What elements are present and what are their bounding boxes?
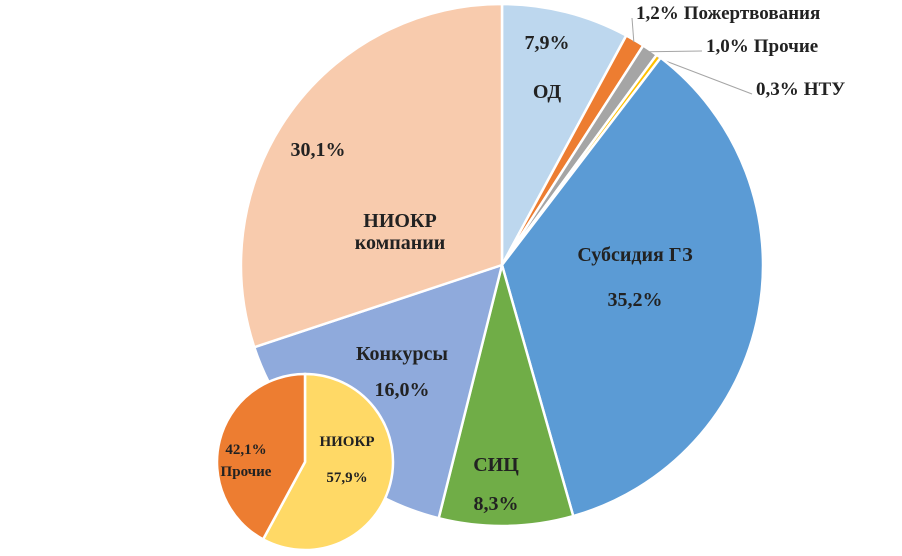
- pie-slice: [500, 2, 628, 266]
- slice-label: 1,0% Прочие: [706, 36, 818, 58]
- category-label: НТУ: [803, 79, 846, 100]
- slice-label: 0,3% НТУ: [756, 79, 845, 101]
- value-label: 57,9%: [326, 469, 368, 486]
- value-label: 42,1%: [225, 441, 267, 458]
- pie-slice: [500, 56, 765, 518]
- value-label: 16,0%: [374, 379, 430, 401]
- pie-slice: [239, 2, 504, 349]
- category-label: Конкурсы: [356, 343, 448, 365]
- value-label: 1,2%: [636, 3, 679, 24]
- leader-line: [648, 50, 703, 53]
- category-label: НИОКР: [319, 433, 375, 450]
- value-label: 35,2%: [607, 289, 663, 311]
- value-label: 0,3%: [756, 79, 799, 100]
- value-label: 1,0%: [706, 36, 749, 57]
- category-label: СИЦ: [473, 454, 519, 476]
- pie-slice: [215, 372, 307, 542]
- value-label: 30,1%: [290, 139, 346, 161]
- category-label: Субсидия ГЗ: [577, 244, 693, 266]
- value-label: 7,9%: [524, 32, 570, 54]
- value-label: 8,3%: [473, 493, 519, 515]
- leader-line: [657, 57, 753, 95]
- category-label: НИОКР компании: [354, 210, 446, 254]
- pie-slice: [261, 372, 395, 552]
- category-label: Пожертвования: [683, 3, 821, 24]
- slice-label: 1,2% Пожертвования: [636, 3, 820, 25]
- category-label: Прочие: [220, 463, 272, 480]
- pie-slice: [437, 260, 575, 528]
- category-label: Прочие: [753, 36, 819, 57]
- category-label: ОД: [532, 81, 562, 103]
- leader-line: [631, 17, 635, 43]
